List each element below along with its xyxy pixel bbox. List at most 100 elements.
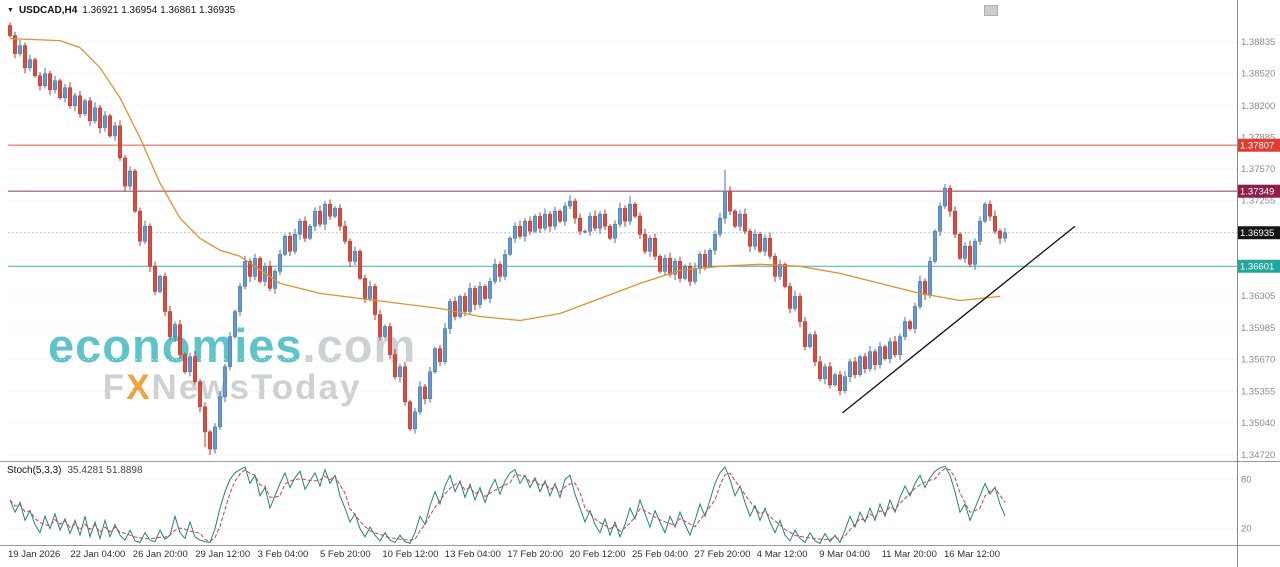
candle-body: [638, 215, 642, 235]
watermark-sub-pre: F: [102, 367, 127, 407]
candle-body: [833, 374, 837, 386]
candle-body: [593, 215, 597, 229]
candle-body: [858, 356, 862, 375]
candle-body: [758, 233, 762, 252]
y-axis-label: 1.38520: [1241, 69, 1275, 80]
candle-body: [613, 223, 617, 239]
candle-body: [453, 301, 457, 317]
candle-body: [463, 296, 467, 312]
candle-body: [378, 314, 382, 337]
price-badge-resistance-1-bg: [1238, 138, 1280, 152]
candle-body: [763, 238, 767, 252]
candle-body: [888, 341, 892, 359]
candle-body: [498, 264, 502, 277]
y-axis-label: 1.35040: [1241, 418, 1275, 429]
candle-body: [283, 235, 287, 255]
candle-body: [413, 411, 417, 430]
candle-body: [778, 264, 782, 277]
stoch-name: Stoch(5,3,3): [7, 465, 62, 476]
candle-body: [798, 296, 802, 322]
x-axis-label: 20 Feb 12:00: [570, 549, 626, 560]
dropdown-triangle-icon[interactable]: ▼: [7, 7, 14, 14]
price-badges: 1.37807 1.37349 1.36601 1.36935: [1238, 138, 1280, 273]
x-axis-label: 25 Feb 04:00: [632, 549, 688, 560]
candle-body: [698, 254, 702, 269]
price-badge-resistance-2-bg: [1238, 184, 1280, 198]
candle-body: [458, 296, 462, 317]
candle-body: [528, 220, 532, 232]
price-badge-resistance-1-text: 1.37807: [1240, 141, 1274, 152]
candle-body: [478, 286, 482, 305]
price-lines: [8, 144, 1237, 267]
candle-body: [603, 213, 607, 227]
x-axis-label: 4 Mar 12:00: [757, 549, 808, 560]
trend-line[interactable]: [842, 225, 1076, 414]
candle-body: [423, 386, 427, 400]
candle-body: [383, 326, 387, 337]
candle-body: [193, 356, 197, 382]
candle-body: [28, 59, 32, 68]
candle-body: [298, 220, 302, 235]
candle-body: [748, 230, 752, 247]
candle-body: [958, 233, 962, 259]
chart-shift-marker[interactable]: [984, 5, 998, 16]
candle-body: [83, 100, 87, 115]
candle-body: [633, 203, 637, 217]
candle-body: [703, 254, 707, 267]
candle-body: [1003, 232, 1007, 239]
candle-body: [158, 276, 162, 292]
candle-body: [868, 351, 872, 369]
candle-body: [583, 230, 587, 233]
candle-body: [313, 210, 317, 227]
candle-body: [523, 220, 527, 237]
candle-body: [58, 80, 62, 99]
watermark-sub-post: NewsToday: [151, 367, 362, 407]
candle-body: [733, 210, 737, 227]
candle-body: [998, 230, 1002, 239]
candle-body: [618, 207, 622, 225]
candle-body: [108, 115, 112, 137]
candle-body: [568, 200, 572, 207]
candle-body: [803, 321, 807, 347]
candle-body: [743, 213, 747, 232]
candle-body: [693, 268, 697, 282]
candle-body: [663, 258, 667, 272]
candle-body: [623, 207, 627, 222]
candle-body: [8, 25, 12, 36]
y-axis-label: 1.37255: [1241, 196, 1275, 207]
candle-body: [828, 366, 832, 386]
candle-body: [963, 246, 967, 259]
candle-body: [213, 426, 217, 450]
candle-body: [88, 100, 92, 122]
candle-body: [398, 366, 402, 377]
candle-body: [863, 356, 867, 369]
candle-body: [983, 203, 987, 222]
candle-body: [278, 254, 282, 272]
x-axis-label: 17 Feb 20:00: [507, 549, 563, 560]
y-axis-label: 1.35670: [1241, 355, 1275, 366]
candle-body: [738, 213, 742, 227]
stoch-d-line: [9, 467, 1006, 542]
candle-body: [988, 203, 992, 217]
candle-body: [608, 225, 612, 239]
price-gridlines: [8, 41, 1237, 456]
stoch-level-label: 80: [1241, 474, 1252, 485]
candle-body: [838, 374, 842, 392]
candle-body: [68, 87, 72, 107]
candle-body: [343, 225, 347, 242]
candle-body: [363, 278, 367, 299]
candle-body: [688, 266, 692, 282]
candle-body: [903, 321, 907, 337]
candle-body: [543, 213, 547, 229]
candle-body: [513, 225, 517, 239]
candle-body: [48, 73, 52, 90]
candle-body: [563, 205, 567, 222]
candle-body: [33, 59, 37, 76]
candle-body: [98, 107, 102, 129]
candle-body: [538, 215, 542, 229]
candle-body: [668, 258, 672, 275]
time-axis: 19 Jan 2026 22 Jan 04:00 26 Jan 20:00 29 Ja…: [8, 549, 1000, 560]
candle-body: [13, 35, 17, 54]
symbol-timeframe: USDCAD,H4: [18, 5, 78, 16]
